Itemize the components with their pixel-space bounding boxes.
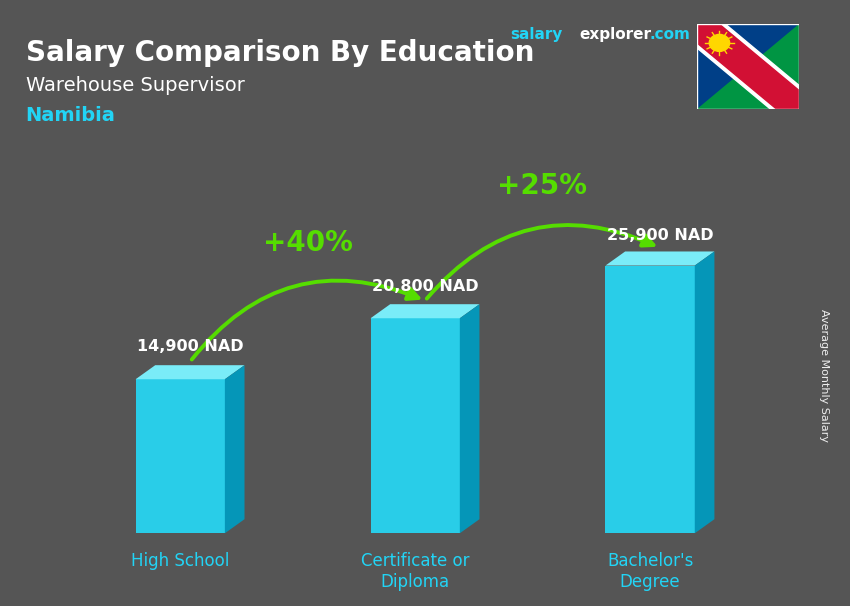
Polygon shape bbox=[225, 365, 245, 533]
Circle shape bbox=[709, 35, 729, 52]
Polygon shape bbox=[371, 318, 460, 533]
FancyArrowPatch shape bbox=[427, 225, 654, 299]
Polygon shape bbox=[697, 24, 799, 109]
Text: explorer: explorer bbox=[580, 27, 652, 42]
Polygon shape bbox=[136, 379, 225, 533]
Polygon shape bbox=[697, 24, 799, 109]
Text: Namibia: Namibia bbox=[26, 106, 116, 125]
Text: 20,800 NAD: 20,800 NAD bbox=[371, 279, 479, 295]
Text: Average Monthly Salary: Average Monthly Salary bbox=[819, 309, 829, 442]
Polygon shape bbox=[136, 365, 245, 379]
Text: Salary Comparison By Education: Salary Comparison By Education bbox=[26, 39, 534, 67]
Text: 14,900 NAD: 14,900 NAD bbox=[137, 339, 243, 354]
Polygon shape bbox=[605, 265, 694, 533]
Polygon shape bbox=[605, 251, 714, 265]
Polygon shape bbox=[697, 24, 799, 109]
FancyArrowPatch shape bbox=[192, 281, 418, 359]
Text: .com: .com bbox=[649, 27, 690, 42]
Text: +25%: +25% bbox=[497, 173, 587, 201]
Polygon shape bbox=[371, 304, 479, 318]
Text: 25,900 NAD: 25,900 NAD bbox=[607, 228, 713, 242]
Polygon shape bbox=[697, 24, 799, 109]
Text: +40%: +40% bbox=[263, 229, 353, 258]
Polygon shape bbox=[460, 304, 479, 533]
Text: Warehouse Supervisor: Warehouse Supervisor bbox=[26, 76, 245, 95]
Polygon shape bbox=[694, 251, 714, 533]
Text: salary: salary bbox=[510, 27, 563, 42]
